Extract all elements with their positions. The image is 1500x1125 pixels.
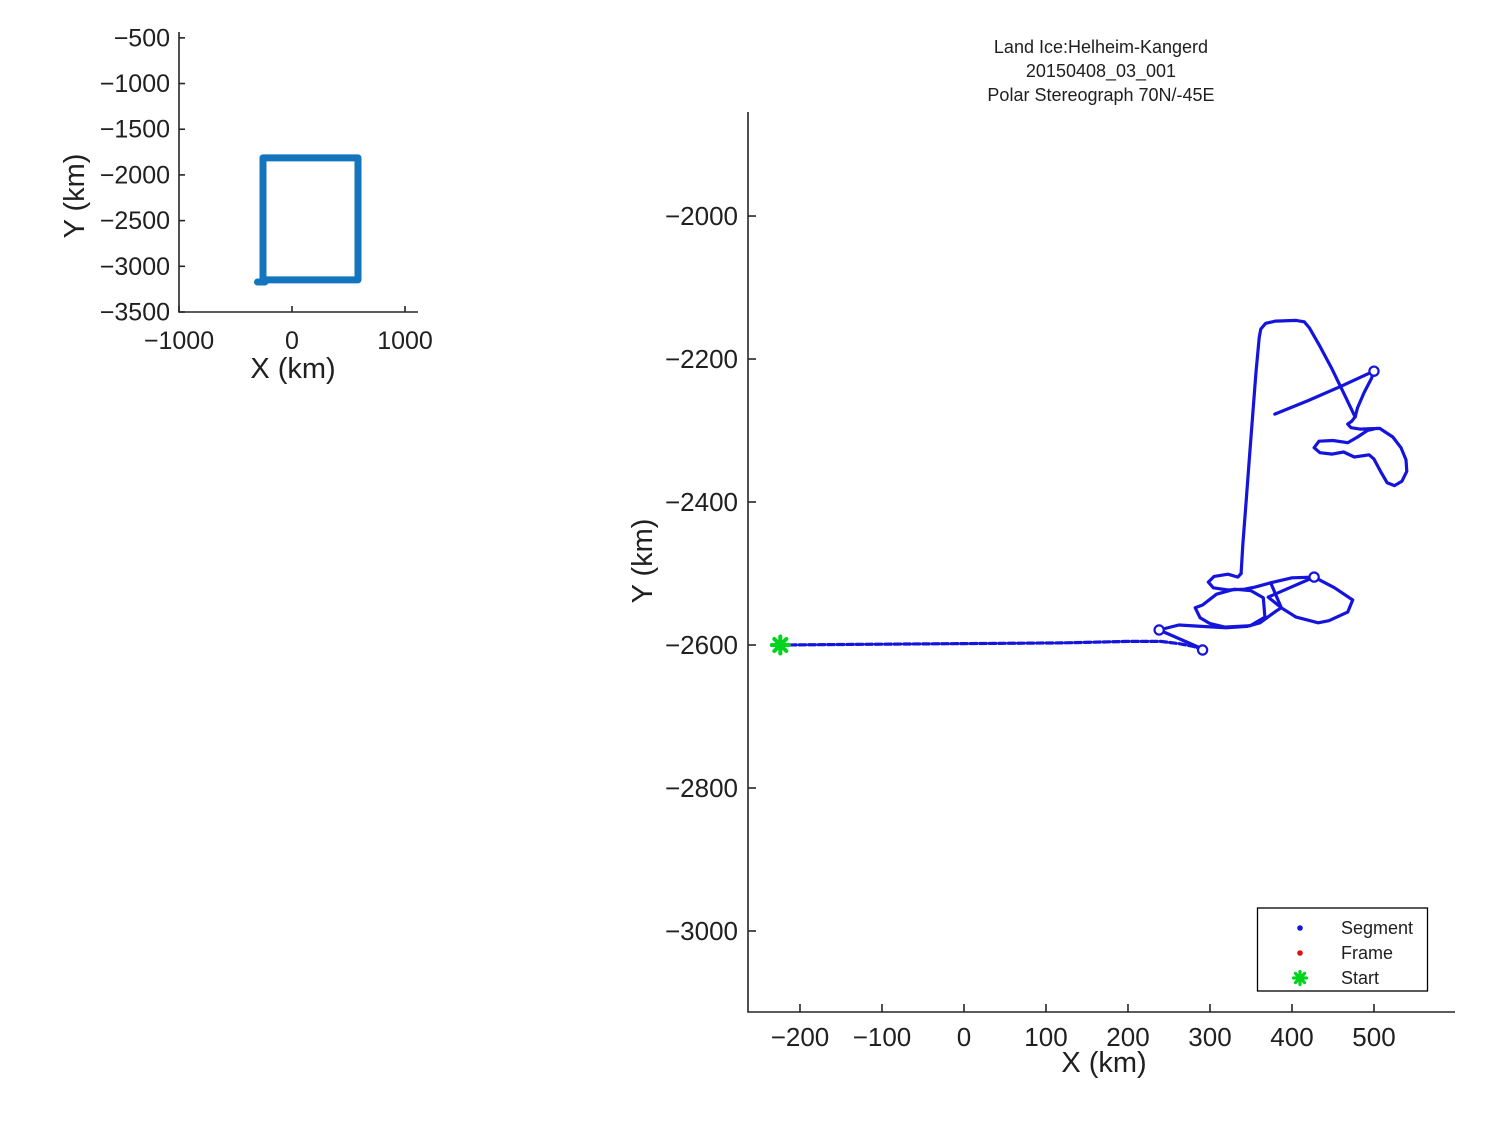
legend-start-star-icon [1291,969,1309,987]
legend-label: Segment [1341,918,1413,938]
y-tick-label: −3500 [100,299,170,327]
legend-item-segment: Segment [1297,918,1413,938]
star-spoke [772,636,789,654]
track-end-circle [1368,365,1380,377]
approach-diagonal [1157,575,1316,632]
x-tick-label: 200 [1106,1022,1149,1052]
overview-plot-spines [178,32,418,313]
x-axis-label: X (km) [1061,1047,1146,1079]
start-marker [769,634,791,656]
x-tick-label: 400 [1270,1022,1313,1052]
track-end-circle [1153,624,1165,636]
x-tick-label: 300 [1188,1022,1231,1052]
y-tick-label: −3000 [665,916,738,946]
north-leg [1239,318,1357,576]
legend-label: Start [1341,968,1379,988]
transit-line [778,639,1205,652]
track-end-circle [1308,571,1320,583]
y-axis-label: Y (km) [627,519,659,604]
x-axis-label: X (km) [250,353,335,385]
plot-title-line: 20150408_03_001 [1026,61,1176,82]
stub-line [1157,628,1204,651]
y-tick-label: −2600 [665,630,738,660]
y-tick-label: −1500 [100,116,170,144]
legend-box [1256,907,1429,992]
legend: Segment Frame Start [1256,907,1429,992]
plot-title-line: Land Ice:Helheim-Kangerd [994,37,1208,57]
overview-plot: −1000 0 1000 −500 −1000 −1500 −2000 −2500 −3000 −… [59,24,433,385]
y-tick-label: −2400 [665,487,738,517]
main-plot: −200 −100 0 100 200 300 400 500 −2000 −2200 −2400 −… [627,37,1455,1079]
legend-frame-dot-icon [1297,950,1303,956]
y-tick-label: −1000 [100,70,170,98]
legend-item-frame: Frame [1297,943,1393,963]
y-tick-label: −2000 [665,201,738,231]
x-tick-label: −100 [853,1022,912,1052]
y-axis-label: Y (km) [59,154,91,239]
plot-title-line: Polar Stereograph 70N/-45E [987,85,1214,105]
x-tick-label: 0 [285,327,299,355]
y-tick-label: −2200 [665,344,738,374]
x-tick-label: 0 [957,1022,971,1052]
boot-loop [1312,415,1409,488]
x-tick-label: 500 [1352,1022,1395,1052]
flight-track [769,318,1409,656]
legend-segment-dot-icon [1297,925,1303,931]
x-tick-label: −200 [771,1022,830,1052]
cross-line [1273,369,1376,416]
x-tick-label: −1000 [144,327,214,355]
y-tick-label: −500 [114,24,170,52]
coverage-box [259,154,362,284]
east-loop [1269,575,1355,625]
legend-item-start: Start [1291,968,1379,988]
x-tick-label: 100 [1024,1022,1067,1052]
y-tick-label: −2000 [100,161,170,189]
main-plot-spines [747,112,1455,1013]
y-tick-label: −3000 [100,253,170,281]
north-link-oval [1206,571,1273,592]
legend-label: Frame [1341,943,1393,963]
y-tick-label: −2800 [665,773,738,803]
west-loop [1193,587,1267,629]
star-spoke [1293,971,1307,985]
track-end-circle [1196,644,1209,656]
x-tick-label: 1000 [377,327,433,355]
y-tick-label: −2500 [100,207,170,235]
